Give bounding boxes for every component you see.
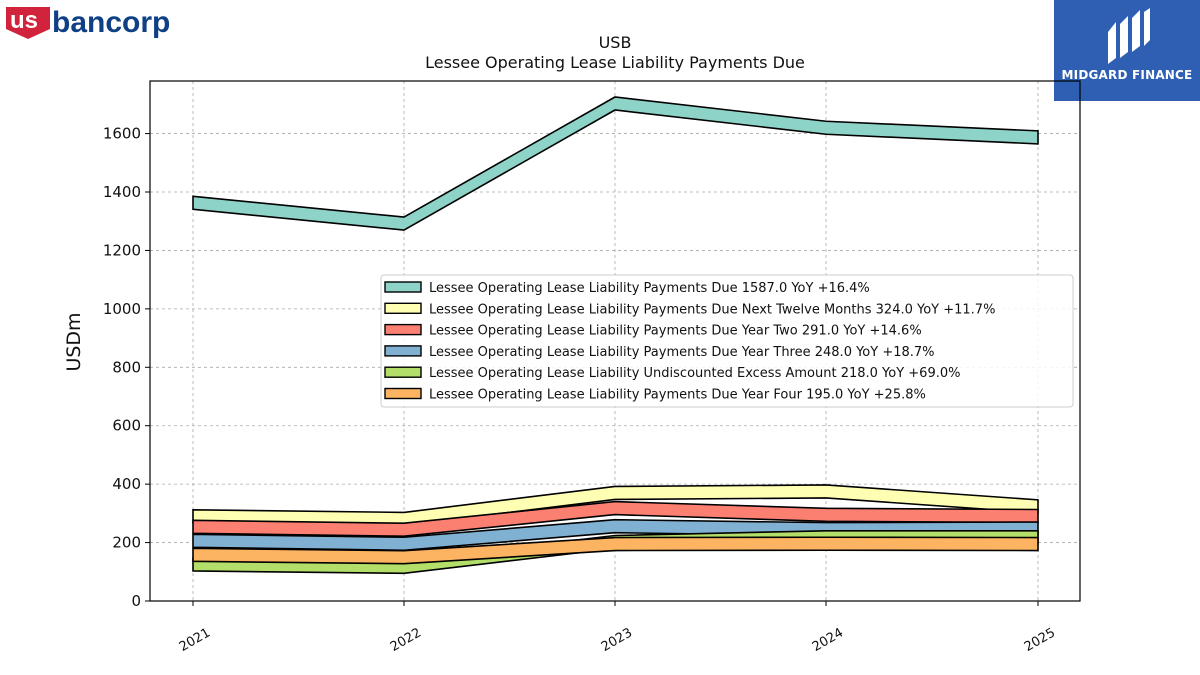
logo-wordmark: bancorp [52, 6, 170, 39]
logo-tagline: MIDGARD FINANCE [1061, 68, 1193, 82]
legend-label: Lessee Operating Lease Liability Payment… [429, 345, 935, 360]
legend-swatch [384, 323, 422, 336]
y-tick-label: 400 [112, 475, 141, 493]
y-tick-label: 1000 [103, 300, 141, 318]
legend-swatch [384, 345, 422, 357]
legend-swatch [384, 387, 422, 400]
y-tick-label: 800 [112, 358, 141, 376]
x-tick-label: 2025 [1022, 625, 1058, 655]
legend-swatch [384, 281, 422, 293]
svg-text:us: us [10, 7, 38, 34]
legend-label: Lessee Operating Lease Liability Payment… [429, 324, 922, 339]
x-tick-label: 2022 [388, 625, 424, 655]
x-tick-label: 2021 [177, 625, 213, 655]
legend: Lessee Operating Lease Liability Payment… [380, 274, 1074, 408]
y-tick-label: 1600 [103, 125, 141, 143]
legend-label: Lessee Operating Lease Liability Payment… [429, 388, 926, 403]
legend-box [380, 274, 1074, 408]
legend-label: Lessee Operating Lease Liability Payment… [429, 281, 870, 296]
series-areas [192, 96, 1039, 575]
y-tick-label: 1200 [103, 241, 141, 259]
y-axis: 0 200 400 600 800 1000 1200 1400 1600 [103, 125, 150, 610]
legend-swatch [384, 302, 422, 314]
x-axis: 2021 2022 2023 2024 2025 [177, 601, 1058, 655]
series-band [192, 536, 1039, 565]
y-axis-label: USDm [63, 312, 85, 371]
y-tick-label: 600 [112, 417, 141, 435]
x-tick-label: 2024 [810, 625, 846, 655]
legend-label: Lessee Operating Lease Liability Payment… [429, 302, 995, 317]
chart-subtitle: Lessee Operating Lease Liability Payment… [425, 53, 805, 72]
legend-label: Lessee Operating Lease Liability Undisco… [429, 366, 960, 381]
y-tick-label: 200 [112, 534, 141, 552]
shield-icon [6, 7, 50, 39]
midgard-mark-icon [1108, 8, 1150, 64]
legend-swatch [384, 366, 422, 378]
chart-title: USB [599, 33, 632, 52]
midgard-finance-logo: MIDGARD FINANCE [1054, 0, 1200, 101]
y-tick-label: 1400 [103, 183, 141, 201]
series-band [192, 96, 1039, 231]
x-tick-label: 2023 [599, 625, 635, 655]
y-tick-label: 0 [131, 592, 141, 610]
